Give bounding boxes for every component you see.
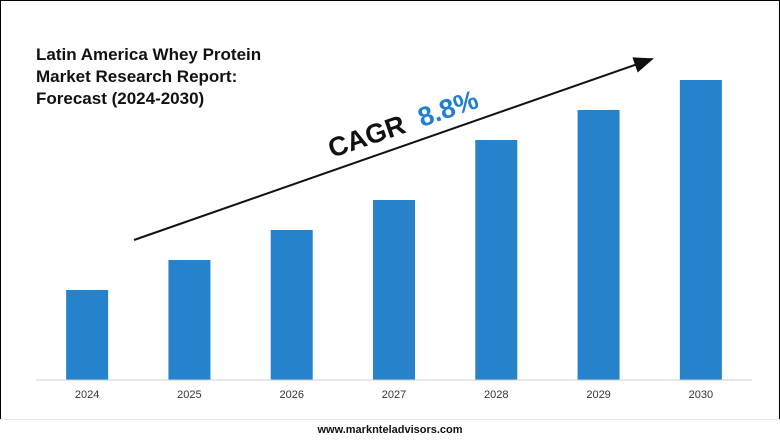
x-tick-label-2026: 2026 bbox=[279, 389, 303, 401]
x-tick-label-2028: 2028 bbox=[484, 389, 508, 401]
title-line-1: Latin America Whey Protein bbox=[36, 45, 262, 64]
bar-2028 bbox=[475, 140, 518, 380]
cagr-arrow bbox=[133, 57, 654, 241]
cagr-value: 8.8% bbox=[414, 84, 482, 132]
bar-2030 bbox=[679, 80, 722, 380]
bar-2024 bbox=[66, 290, 109, 380]
x-tick-label-2030: 2030 bbox=[689, 389, 713, 401]
title-line-2: Market Research Report: bbox=[36, 67, 238, 86]
cagr-annotation: CAGR 8.8% bbox=[324, 84, 482, 163]
bar-2029 bbox=[577, 110, 620, 380]
x-tick-label-2024: 2024 bbox=[75, 389, 99, 401]
bar-2027 bbox=[373, 200, 415, 380]
x-tick-label-2025: 2025 bbox=[177, 389, 201, 401]
title-line-3: Forecast (2024-2030) bbox=[36, 89, 205, 108]
x-tick-label-2029: 2029 bbox=[586, 389, 610, 401]
x-tick-label-2027: 2027 bbox=[382, 389, 406, 401]
cagr-label: CAGR bbox=[324, 109, 409, 163]
footer-bar: www.marknteladvisors.com bbox=[0, 419, 780, 441]
chart-title: Latin America Whey Protein Market Resear… bbox=[36, 44, 336, 110]
bar-2025 bbox=[168, 260, 211, 380]
footer-website: www.marknteladvisors.com bbox=[317, 424, 463, 436]
bar-2026 bbox=[270, 230, 313, 380]
